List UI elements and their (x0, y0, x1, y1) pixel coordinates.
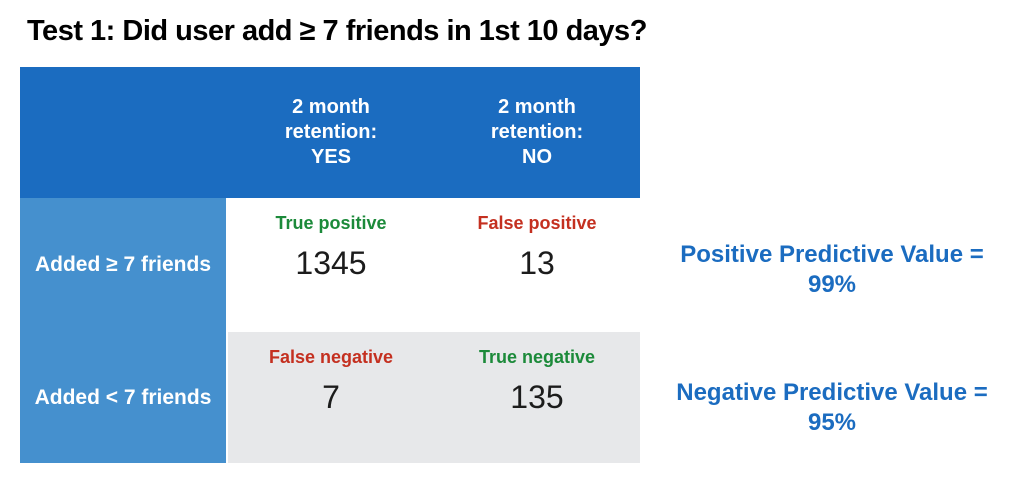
cell-value-false-negative: 7 (322, 379, 340, 415)
table-row-positive: True positive 1345 False positive 13 (228, 198, 640, 332)
page-title: Test 1: Did user add ≥ 7 friends in 1st … (27, 15, 647, 47)
cell-value-false-positive: 13 (519, 245, 555, 281)
column-header-retention-no: 2 month retention: NO (490, 96, 584, 168)
ppv-label: Positive Predictive Value = (680, 241, 984, 268)
positive-predictive-value-annotation: Positive Predictive Value = 99% (640, 240, 1024, 300)
table-row-negative: False negative 7 True negative 135 (228, 332, 640, 463)
row-label-added-ge-7-friends: Added ≥ 7 friends (34, 253, 212, 276)
cell-label-true-positive: True positive (275, 213, 387, 233)
confusion-matrix-table: 2 month retention: YES 2 month retention… (20, 67, 640, 463)
negative-predictive-value-annotation: Negative Predictive Value = 95% (640, 378, 1024, 438)
cell-label-false-positive: False positive (477, 213, 597, 233)
table-header-spacer (20, 67, 228, 198)
cell-value-true-negative: 135 (510, 379, 564, 415)
cell-true-positive: True positive 1345 (228, 198, 434, 332)
ppv-value: 99% (807, 271, 857, 298)
column-header-retention-yes: 2 month retention: YES (284, 96, 378, 168)
cell-label-false-negative: False negative (268, 347, 394, 367)
npv-value: 95% (807, 409, 857, 436)
cell-label-true-negative: True negative (478, 347, 596, 367)
row-label-added-lt-7-friends: Added < 7 friends (34, 385, 212, 409)
table-header-row: 2 month retention: YES 2 month retention… (20, 67, 640, 198)
cell-false-negative: False negative 7 (228, 332, 434, 463)
row-label-column: Added ≥ 7 friends Added < 7 friends (20, 198, 228, 463)
cell-true-negative: True negative 135 (434, 332, 640, 463)
cell-value-true-positive: 1345 (295, 245, 367, 281)
npv-label: Negative Predictive Value = (676, 379, 988, 406)
cell-false-positive: False positive 13 (434, 198, 640, 332)
